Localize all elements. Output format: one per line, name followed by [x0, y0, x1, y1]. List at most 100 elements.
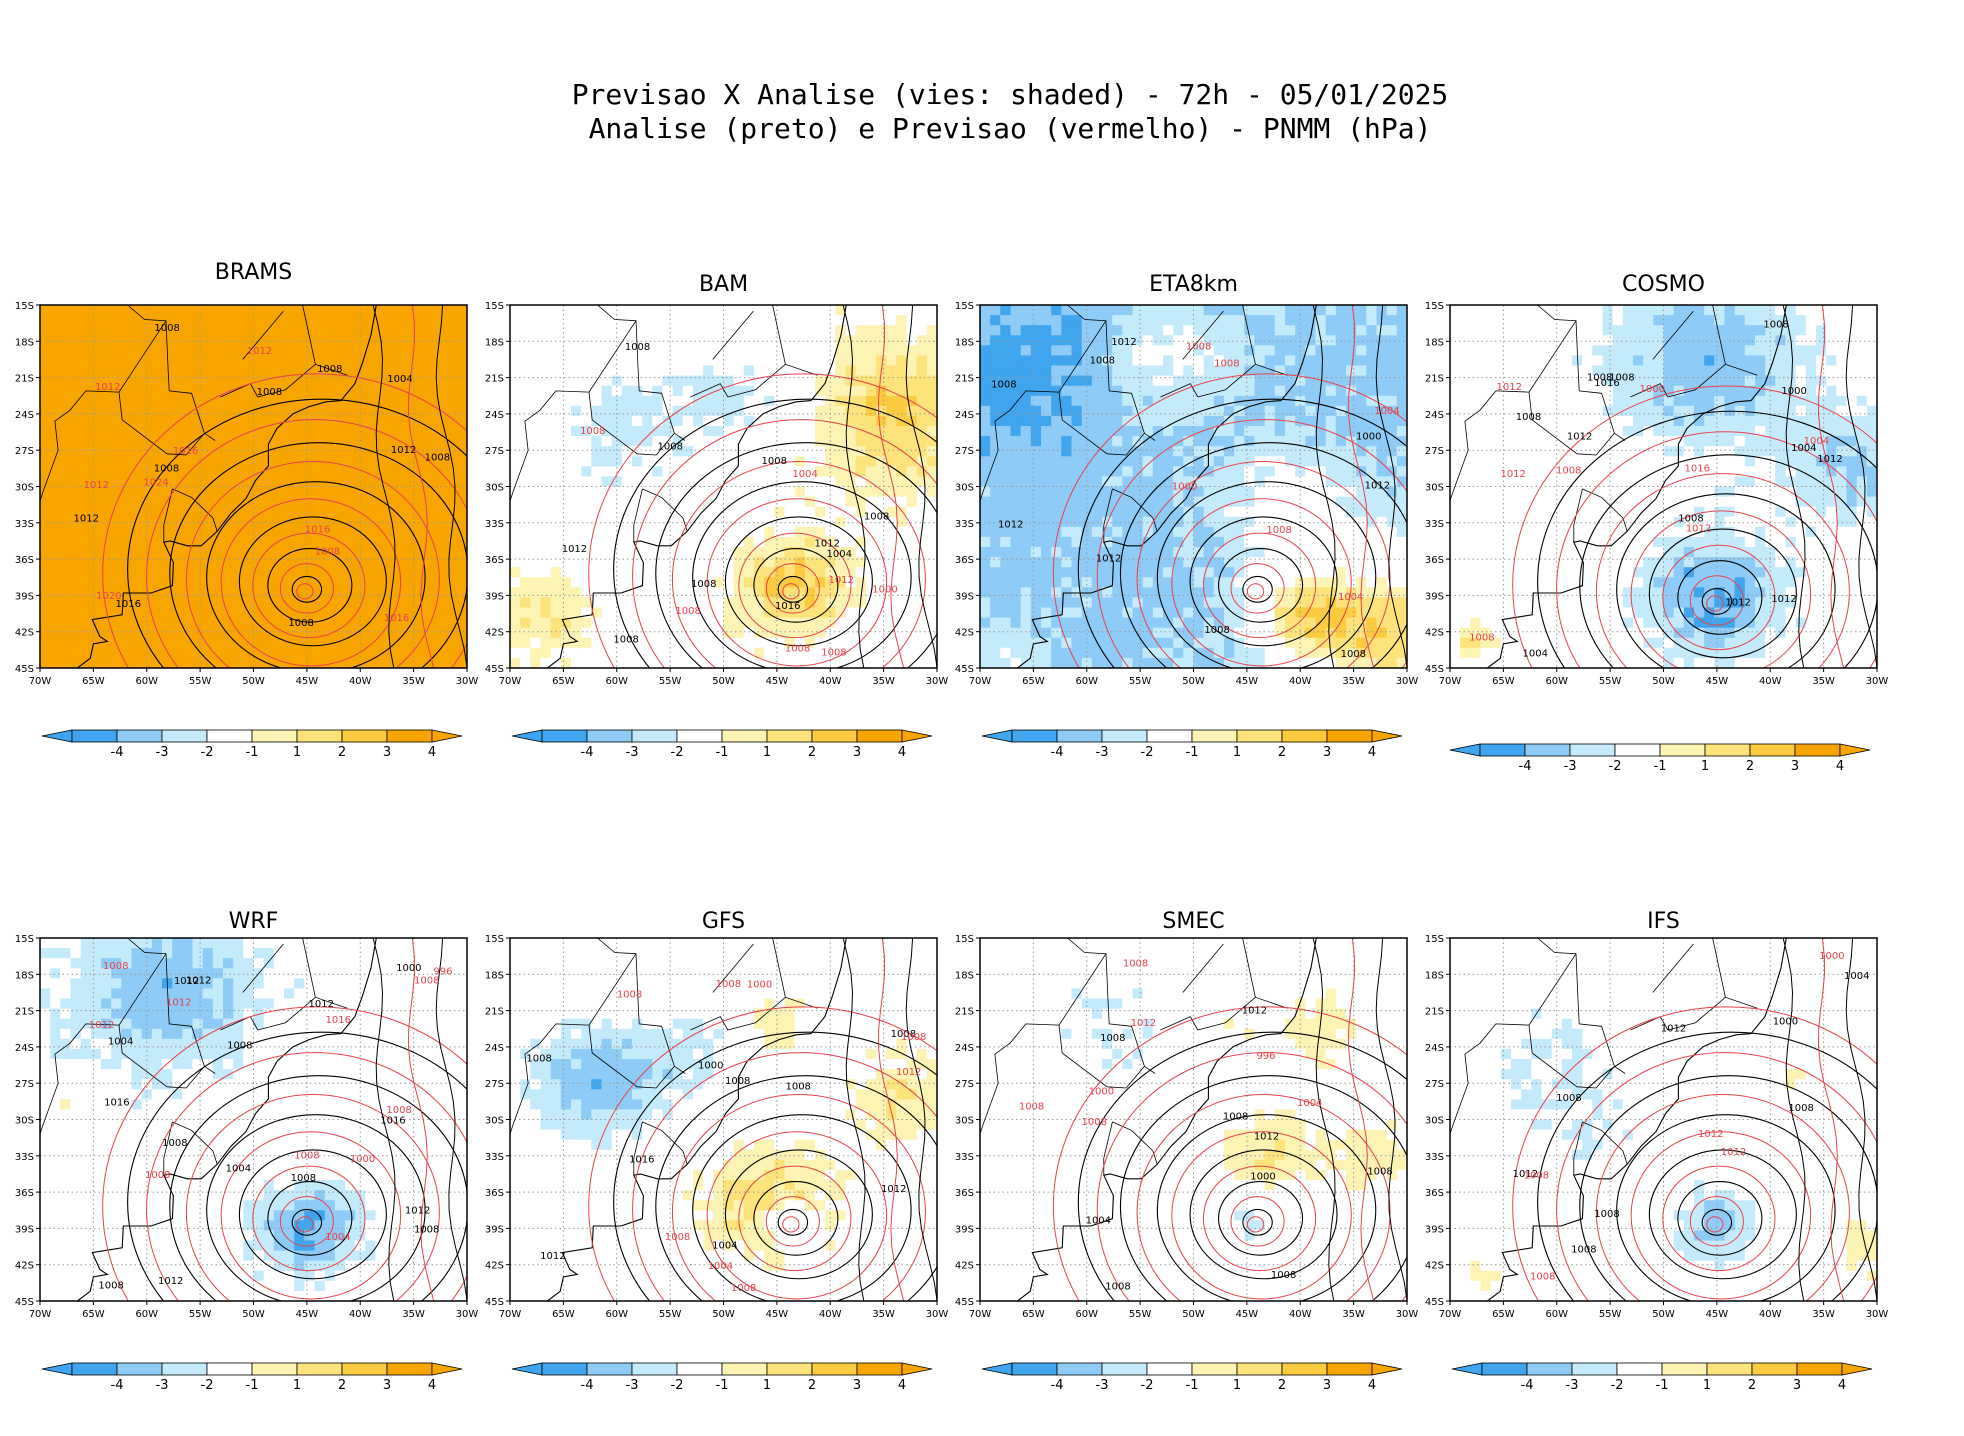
bias-cell [1102, 375, 1113, 387]
bias-cell [1173, 395, 1184, 407]
bias-cell [1274, 385, 1286, 397]
bias-cell [733, 385, 745, 397]
bias-cell [530, 617, 542, 629]
bias-cell [1335, 405, 1347, 417]
bias-cell [1051, 577, 1062, 588]
bias-cell [591, 627, 603, 639]
bias-cell [1244, 657, 1256, 668]
bias-cell [723, 426, 735, 437]
bias-cell [865, 526, 877, 538]
bias-cell [1163, 547, 1174, 558]
bias-cell [314, 526, 326, 538]
bias-cell [121, 547, 133, 558]
bias-cell [1460, 345, 1471, 356]
bias-cell [1356, 395, 1367, 407]
bias-cell [1335, 466, 1347, 477]
bias-cell [1061, 335, 1073, 346]
bias-cell [804, 436, 816, 447]
bias-cell [1325, 597, 1337, 609]
bias-cell [703, 365, 714, 377]
bias-cell [990, 506, 1001, 518]
bias-cell [845, 395, 857, 407]
bias-cell [723, 647, 735, 659]
bias-cell [202, 607, 214, 619]
bias-cell [794, 577, 806, 588]
bias-cell [1244, 637, 1256, 649]
bias-cell [662, 385, 674, 397]
bias-cell [406, 345, 417, 356]
bias-cell [40, 415, 51, 427]
bias-cell [253, 456, 265, 467]
bias-cell [1376, 446, 1388, 457]
bias-cell [1264, 607, 1276, 619]
bias-cell [284, 365, 295, 377]
meridional-isobar [372, 305, 396, 668]
bias-cell [1213, 436, 1225, 447]
bias-cell [223, 405, 234, 417]
bias-cell [581, 547, 592, 558]
political-border [118, 320, 205, 456]
bias-cell [446, 617, 458, 629]
bias-cell [703, 415, 714, 427]
bias-cell [151, 526, 163, 538]
bias-cell [1366, 506, 1378, 518]
bias-cell [1041, 536, 1052, 548]
bias-cell [1315, 476, 1327, 488]
bias-cell [855, 426, 867, 437]
bias-cell [121, 355, 133, 367]
bias-cell [733, 395, 745, 407]
bias-cell [733, 305, 745, 316]
bias-cell [1142, 506, 1154, 518]
bias-cell [1051, 415, 1062, 427]
bias-cell [334, 335, 346, 346]
bias-cell [304, 355, 316, 367]
bias-cell [1396, 355, 1407, 367]
bias-cell [60, 355, 72, 367]
bias-cell [111, 395, 122, 407]
bias-cell [754, 647, 765, 659]
bias-cell [1325, 355, 1337, 367]
bias-cell [723, 405, 735, 417]
bias-cell [70, 567, 82, 578]
bias-cell [1234, 446, 1245, 457]
bias-cell [530, 647, 542, 659]
bias-cell [632, 597, 643, 609]
bias-cell [40, 385, 51, 397]
bias-cell [192, 547, 204, 558]
meridional-isobar [435, 305, 467, 668]
bias-cell [1203, 516, 1215, 528]
bias-cell [375, 456, 387, 467]
bias-cell [876, 526, 887, 538]
bias-cell [1335, 355, 1347, 367]
bias-cell [1366, 405, 1378, 417]
bias-cell [1376, 587, 1388, 598]
bias-cell [1061, 456, 1073, 467]
bias-cell [1264, 627, 1276, 639]
bias-cell [416, 466, 427, 477]
bias-cell [1010, 385, 1022, 397]
bias-cell [50, 415, 61, 427]
bias-cell [1264, 335, 1276, 346]
bias-cell [1132, 577, 1144, 588]
bias-cell [1091, 385, 1103, 397]
bias-cell [436, 506, 448, 518]
bias-cell [621, 405, 633, 417]
bias-cell [1366, 577, 1378, 588]
bias-cell [212, 456, 224, 467]
bias-cell [172, 506, 183, 518]
bias-cell [1203, 395, 1215, 407]
bias-cell [1325, 436, 1337, 447]
bias-cell [233, 516, 244, 528]
bias-cell [550, 567, 562, 578]
bias-cell [121, 325, 133, 336]
bias-cell [990, 587, 1001, 598]
bias-cell [456, 466, 467, 477]
bias-cell [980, 426, 991, 437]
bias-cell [733, 647, 745, 659]
bias-cell [1346, 617, 1357, 629]
bias-cell [416, 536, 427, 548]
bias-cell [345, 466, 356, 477]
bias-cell [865, 355, 877, 367]
bias-cell [456, 345, 467, 356]
bias-cell [1102, 526, 1113, 538]
